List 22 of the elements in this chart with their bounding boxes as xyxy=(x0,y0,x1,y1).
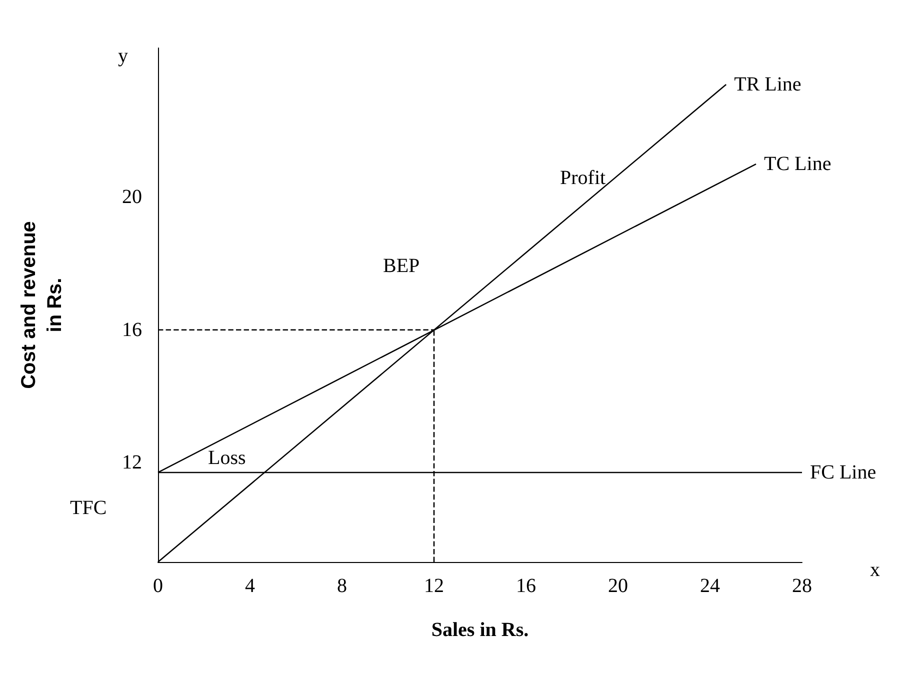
annotation: Loss xyxy=(208,447,246,469)
text: TFC xyxy=(70,497,107,519)
text: x xyxy=(870,559,880,581)
series-label: FC Line xyxy=(810,461,876,484)
x-axis-title: Sales in Rs. xyxy=(431,619,529,641)
x-tick-label: 8 xyxy=(337,575,347,597)
y-tick-label: 20 xyxy=(122,186,142,208)
x-tick-label: 16 xyxy=(516,575,536,597)
y-tick-label: 12 xyxy=(122,452,142,474)
y-tick-label: 16 xyxy=(122,318,142,341)
series-label: TC Line xyxy=(764,153,832,176)
x-tick-label: 12 xyxy=(424,575,444,597)
x-tick-label: 20 xyxy=(608,575,628,597)
x-tick-label: 0 xyxy=(153,575,163,597)
x-tick-label: 24 xyxy=(700,575,720,597)
x-tick-label: 28 xyxy=(792,575,812,597)
series-label: TR Line xyxy=(734,73,802,96)
x-tick-label: 4 xyxy=(245,575,255,597)
y-axis-title: Cost and revenue in Rs. xyxy=(18,221,66,389)
annotation: BEP xyxy=(383,255,420,277)
annotation: Profit xyxy=(560,167,606,189)
text: y xyxy=(118,45,128,67)
